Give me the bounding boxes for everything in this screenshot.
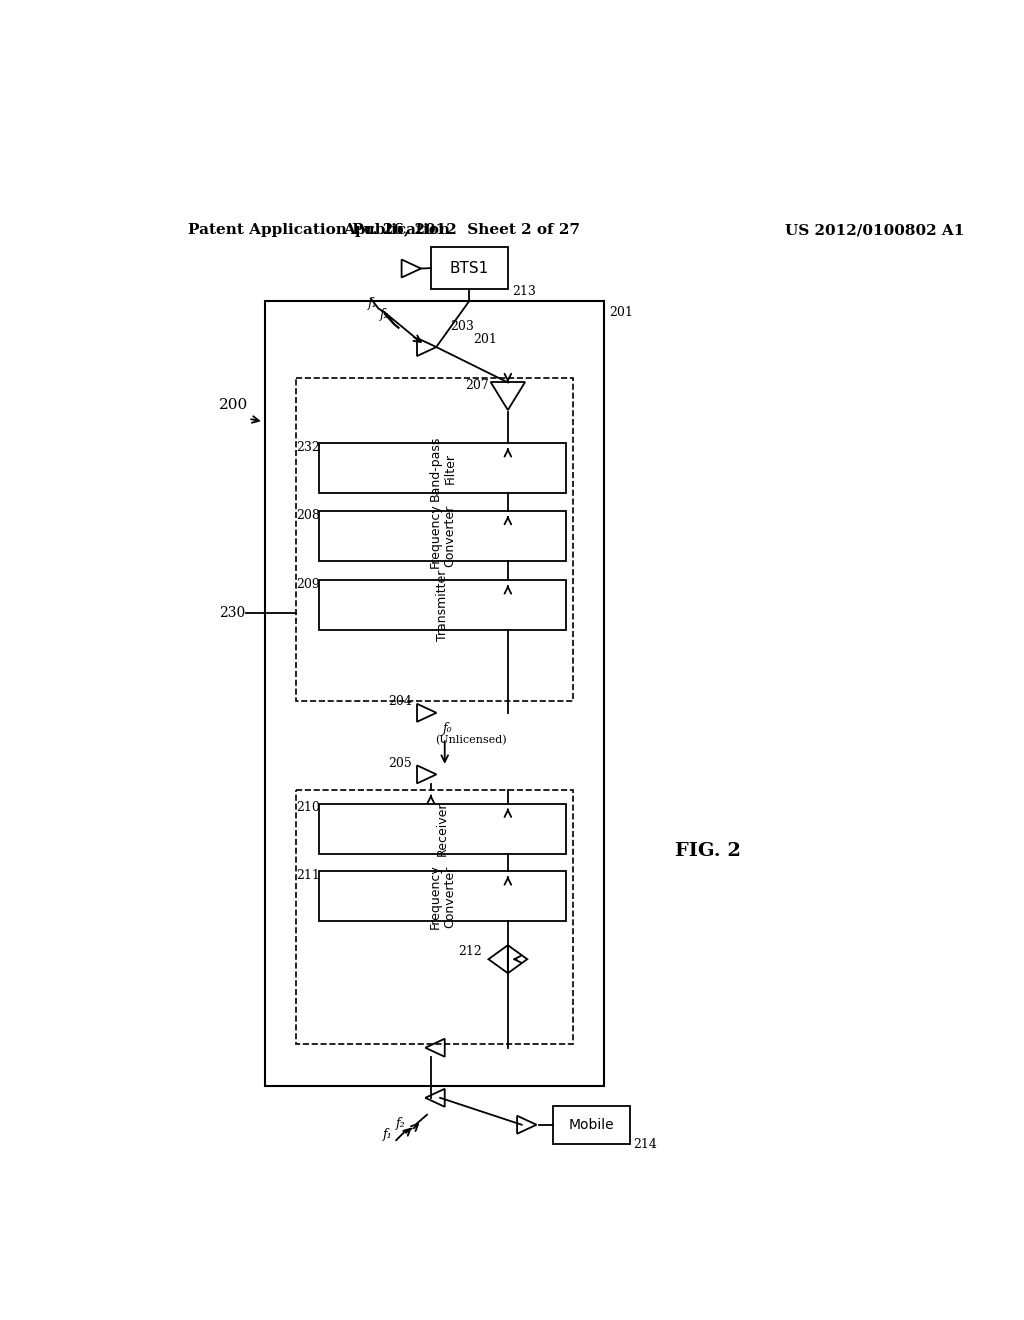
Text: Apr. 26, 2012  Sheet 2 of 27: Apr. 26, 2012 Sheet 2 of 27 — [343, 223, 581, 238]
Bar — [296, 789, 573, 1044]
Bar — [265, 301, 604, 1086]
Text: Patent Application Publication: Patent Application Publication — [188, 223, 451, 238]
Bar — [319, 804, 565, 854]
Text: Frequency
Converter: Frequency Converter — [428, 504, 457, 569]
Bar — [296, 378, 573, 701]
Text: 209: 209 — [296, 578, 319, 591]
Text: f₁: f₁ — [383, 1127, 393, 1140]
Text: 208: 208 — [296, 508, 319, 521]
Bar — [319, 581, 565, 631]
Text: f₀: f₀ — [442, 722, 452, 735]
Text: 205: 205 — [388, 756, 413, 770]
Text: 201: 201 — [473, 333, 497, 346]
Text: BTS1: BTS1 — [450, 260, 489, 276]
Text: 214: 214 — [634, 1138, 657, 1151]
Text: FIG. 2: FIG. 2 — [675, 842, 741, 861]
Text: 207: 207 — [466, 379, 489, 392]
Bar — [553, 1106, 630, 1144]
Text: f₂: f₂ — [380, 308, 390, 321]
Text: 230: 230 — [219, 606, 246, 619]
Text: 201: 201 — [609, 306, 634, 319]
Bar — [319, 444, 565, 494]
Text: 200: 200 — [219, 397, 249, 412]
Bar — [319, 871, 565, 921]
Text: 210: 210 — [296, 801, 319, 814]
Text: Frequency
Converter: Frequency Converter — [428, 865, 457, 929]
Text: US 2012/0100802 A1: US 2012/0100802 A1 — [785, 223, 965, 238]
Text: f₁: f₁ — [368, 297, 378, 310]
Text: 232: 232 — [296, 441, 319, 454]
Text: Transmitter: Transmitter — [436, 570, 449, 642]
Text: 213: 213 — [512, 285, 536, 298]
Text: 204: 204 — [388, 696, 413, 708]
Text: 212: 212 — [458, 945, 481, 958]
Text: (Unlicensed): (Unlicensed) — [435, 735, 506, 746]
Text: 203: 203 — [451, 321, 474, 333]
Text: Receiver: Receiver — [436, 801, 449, 855]
Text: Band-pass
Filter: Band-pass Filter — [428, 436, 457, 502]
Bar — [431, 247, 508, 289]
Text: 211: 211 — [296, 869, 319, 882]
Text: Mobile: Mobile — [568, 1118, 613, 1131]
Text: f₂: f₂ — [396, 1117, 406, 1130]
Bar — [319, 511, 565, 561]
